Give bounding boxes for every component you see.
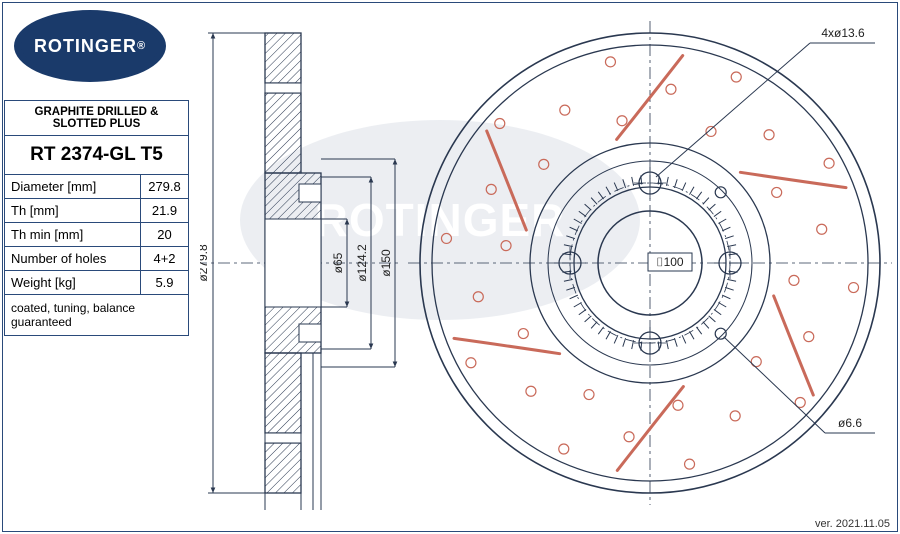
spec-value: 20 [141,223,189,247]
version-label: ver. 2021.11.05 [815,518,890,530]
spec-header: GRAPHITE DRILLED & SLOTTED PLUS [5,101,189,136]
brand-text: ROTINGER [34,36,137,57]
spec-label: Number of holes [5,247,141,271]
svg-text:ø279.8: ø279.8 [200,244,210,282]
spec-value: 5.9 [141,271,189,295]
svg-text:⌷100: ⌷100 [656,255,684,269]
svg-text:4xø13.6: 4xø13.6 [821,26,865,40]
brand-logo: ROTINGER® [14,10,174,88]
spec-label: Weight [kg] [5,271,141,295]
spec-footer: coated, tuning, balance guaranteed [5,295,189,336]
technical-drawing: ø279.821.9345.2ø65ø124.2ø1504xø13.6ø6.6⌷… [200,8,894,510]
spec-value: 4+2 [141,247,189,271]
spec-value: 21.9 [141,199,189,223]
svg-text:ø65: ø65 [331,252,345,273]
svg-text:ø124.2: ø124.2 [355,244,369,282]
spec-label: Th [mm] [5,199,141,223]
spec-table: GRAPHITE DRILLED & SLOTTED PLUS RT 2374-… [4,100,189,336]
svg-text:ø6.6: ø6.6 [838,416,862,430]
spec-label: Diameter [mm] [5,175,141,199]
spec-label: Th min [mm] [5,223,141,247]
spec-value: 279.8 [141,175,189,199]
model-number: RT 2374-GL T5 [5,136,189,175]
svg-text:ø150: ø150 [379,249,393,277]
